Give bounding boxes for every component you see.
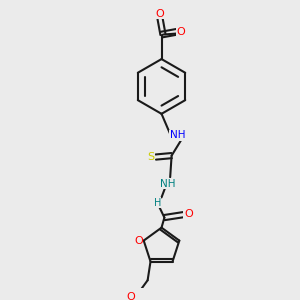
Text: S: S (147, 152, 154, 162)
Text: H: H (154, 198, 161, 208)
Text: O: O (134, 236, 143, 246)
Text: O: O (127, 292, 135, 300)
Text: O: O (156, 8, 164, 19)
Text: NH: NH (169, 130, 185, 140)
Text: NH: NH (160, 178, 175, 189)
Text: O: O (176, 27, 185, 37)
Text: O: O (184, 209, 193, 219)
